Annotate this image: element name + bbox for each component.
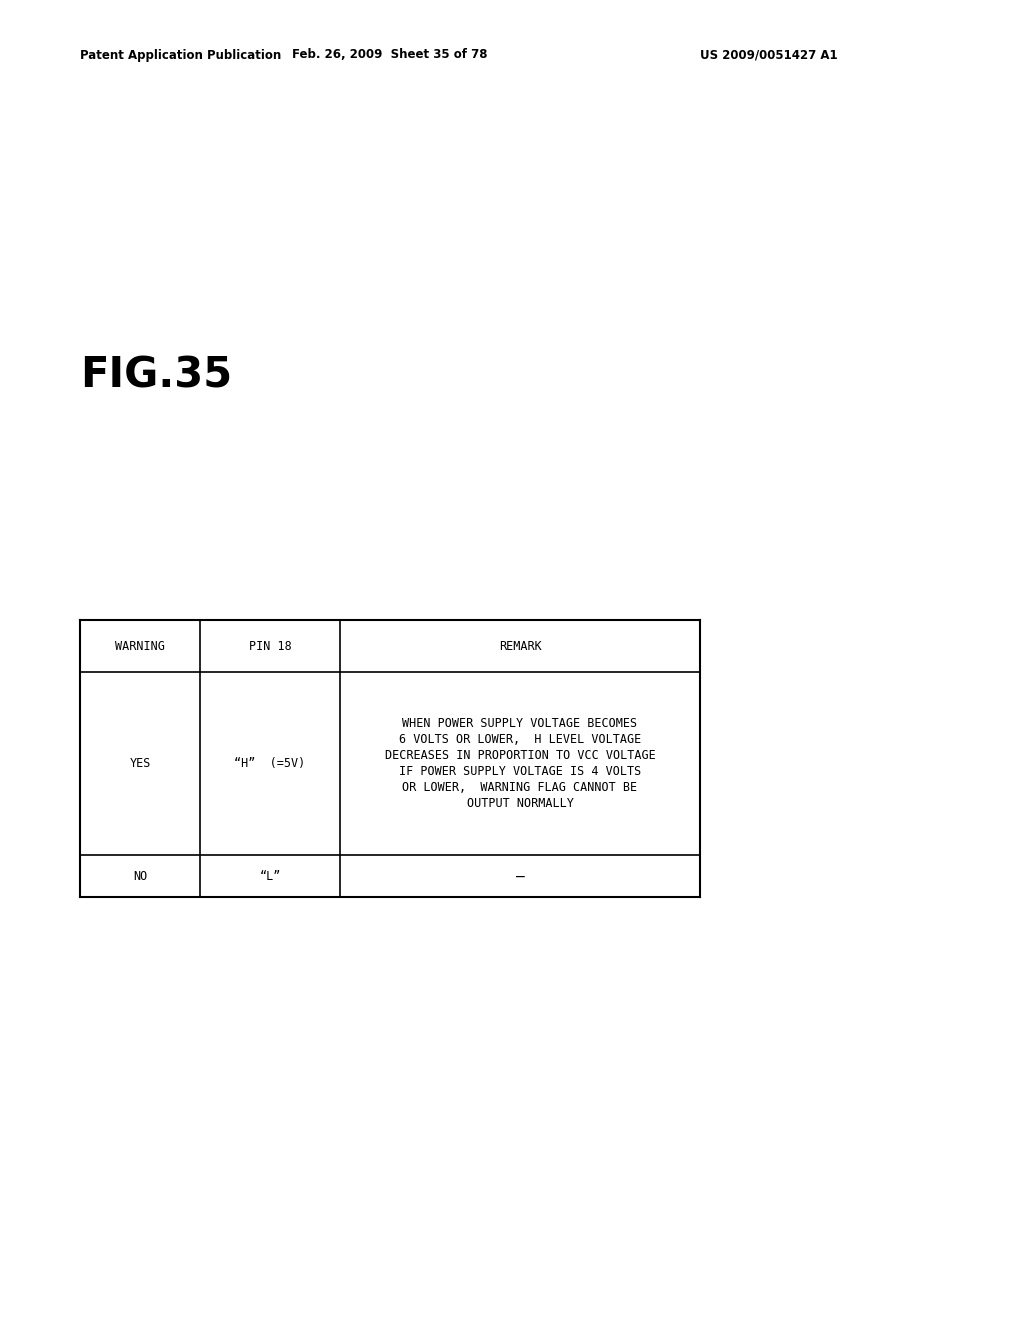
Text: PIN 18: PIN 18	[249, 639, 292, 652]
Text: “L”: “L”	[259, 870, 281, 883]
Text: WHEN POWER SUPPLY VOLTAGE BECOMES: WHEN POWER SUPPLY VOLTAGE BECOMES	[402, 717, 638, 730]
Text: 6 VOLTS OR LOWER,  H LEVEL VOLTAGE: 6 VOLTS OR LOWER, H LEVEL VOLTAGE	[399, 733, 641, 746]
Text: OR LOWER,  WARNING FLAG CANNOT BE: OR LOWER, WARNING FLAG CANNOT BE	[402, 781, 638, 795]
Text: DECREASES IN PROPORTION TO VCC VOLTAGE: DECREASES IN PROPORTION TO VCC VOLTAGE	[385, 748, 655, 762]
Text: IF POWER SUPPLY VOLTAGE IS 4 VOLTS: IF POWER SUPPLY VOLTAGE IS 4 VOLTS	[399, 766, 641, 777]
Text: WARNING: WARNING	[115, 639, 165, 652]
Text: OUTPUT NORMALLY: OUTPUT NORMALLY	[467, 797, 573, 810]
Text: Patent Application Publication: Patent Application Publication	[80, 49, 282, 62]
Text: FIG.35: FIG.35	[80, 354, 232, 396]
Text: –: –	[516, 869, 524, 883]
Text: REMARK: REMARK	[499, 639, 542, 652]
Text: US 2009/0051427 A1: US 2009/0051427 A1	[700, 49, 838, 62]
Text: NO: NO	[133, 870, 147, 883]
Text: “H”  (=5V): “H” (=5V)	[234, 756, 305, 770]
Text: YES: YES	[129, 756, 151, 770]
Text: Feb. 26, 2009  Sheet 35 of 78: Feb. 26, 2009 Sheet 35 of 78	[292, 49, 487, 62]
